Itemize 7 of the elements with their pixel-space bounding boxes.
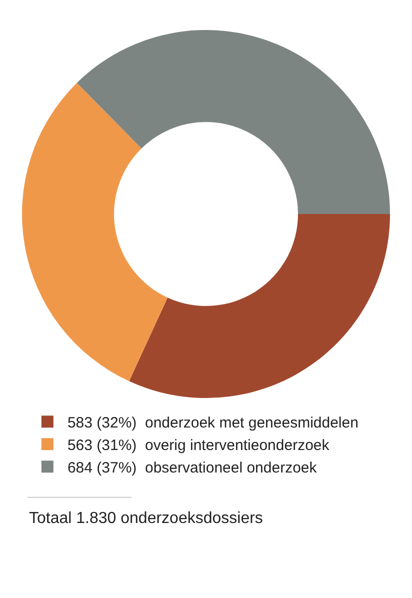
legend-label: 684 (37%) observationeel onderzoek (67, 459, 318, 476)
text: Totaal 1.830 onderzoeksdossiers (29, 510, 263, 527)
donut-slice (76, 30, 390, 214)
legend-label: 563 (31%) overig interventieonderzoek (67, 436, 330, 454)
donut-slice (129, 214, 390, 398)
donut-slice (22, 82, 168, 382)
legend-label: 583 (32%) onderzoek met geneesmiddelen (67, 414, 358, 432)
